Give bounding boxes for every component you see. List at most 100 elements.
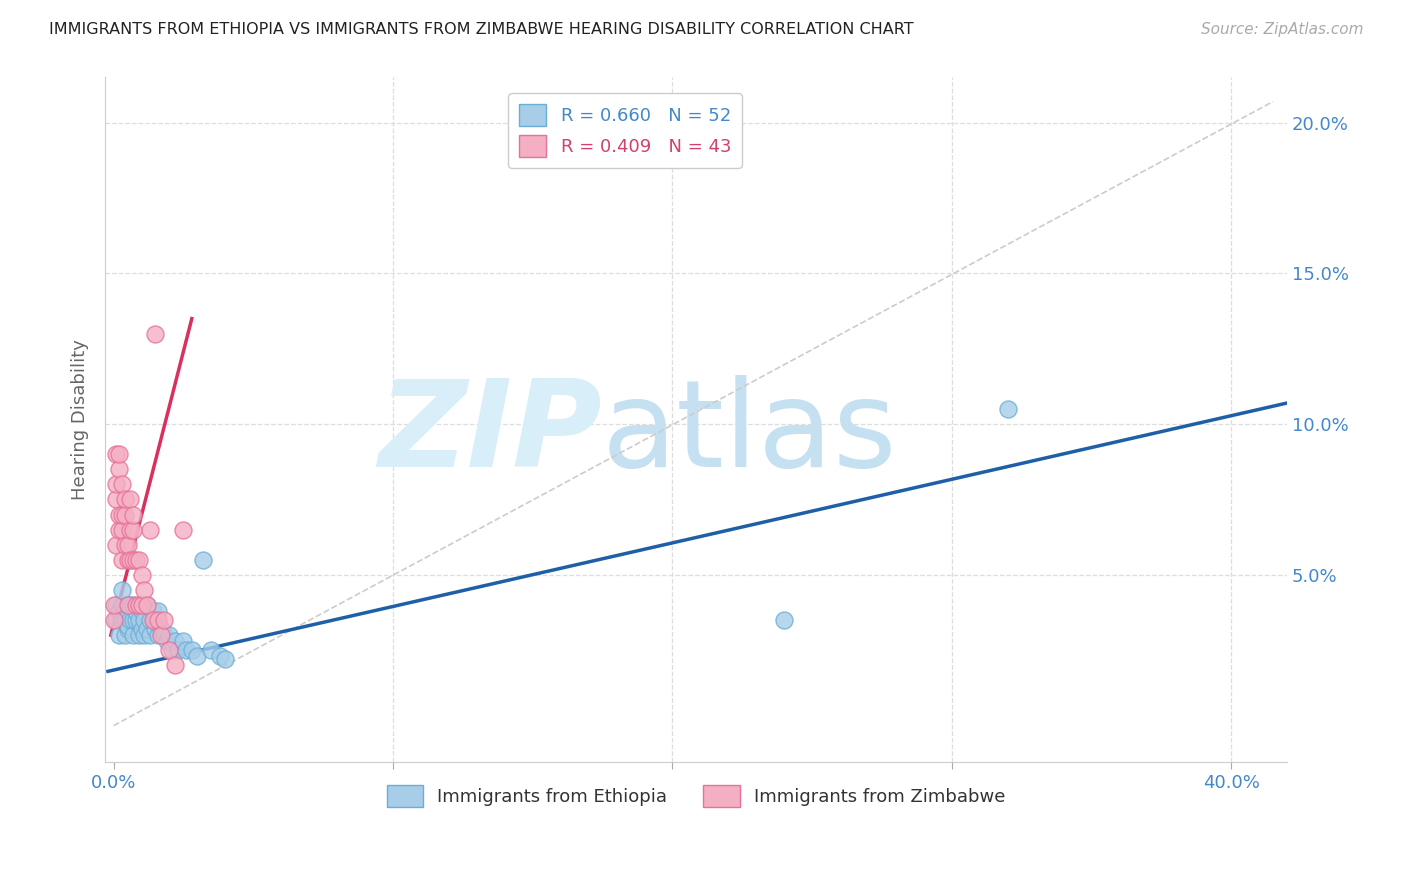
Point	[145, 326, 167, 341]
Point	[131, 604, 153, 618]
Point	[186, 649, 208, 664]
Point	[122, 508, 145, 522]
Point	[114, 538, 136, 552]
Point	[174, 643, 197, 657]
Point	[120, 598, 142, 612]
Point	[105, 598, 128, 612]
Point	[128, 553, 150, 567]
Point	[153, 613, 176, 627]
Point	[117, 553, 139, 567]
Point	[111, 523, 134, 537]
Point	[111, 613, 134, 627]
Point	[139, 613, 162, 627]
Point	[136, 598, 159, 612]
Point	[131, 567, 153, 582]
Point	[120, 613, 142, 627]
Point	[108, 447, 131, 461]
Point	[117, 619, 139, 633]
Point	[114, 613, 136, 627]
Point	[159, 628, 181, 642]
Point	[200, 643, 222, 657]
Point	[166, 643, 188, 657]
Point	[117, 598, 139, 612]
Point	[165, 634, 187, 648]
Point	[122, 613, 145, 627]
Point	[111, 477, 134, 491]
Point	[117, 598, 139, 612]
Text: IMMIGRANTS FROM ETHIOPIA VS IMMIGRANTS FROM ZIMBABWE HEARING DISABILITY CORRELAT: IMMIGRANTS FROM ETHIOPIA VS IMMIGRANTS F…	[49, 22, 914, 37]
Point	[134, 628, 156, 642]
Point	[117, 622, 139, 636]
Point	[111, 598, 134, 612]
Point	[103, 598, 125, 612]
Point	[136, 598, 159, 612]
Point	[165, 658, 187, 673]
Point	[128, 628, 150, 642]
Point	[159, 643, 181, 657]
Point	[142, 604, 165, 618]
Point	[105, 492, 128, 507]
Point	[128, 598, 150, 612]
Point	[214, 652, 236, 666]
Point	[111, 553, 134, 567]
Text: ZIP: ZIP	[378, 375, 602, 491]
Point	[139, 523, 162, 537]
Point	[120, 492, 142, 507]
Point	[145, 613, 167, 627]
Point	[134, 582, 156, 597]
Point	[103, 613, 125, 627]
Point	[122, 628, 145, 642]
Point	[156, 634, 179, 648]
Point	[114, 604, 136, 618]
Point	[148, 604, 170, 618]
Legend: Immigrants from Ethiopia, Immigrants from Zimbabwe: Immigrants from Ethiopia, Immigrants fro…	[380, 778, 1012, 814]
Point	[105, 538, 128, 552]
Point	[108, 628, 131, 642]
Point	[111, 582, 134, 597]
Point	[122, 598, 145, 612]
Point	[997, 402, 1019, 417]
Point	[108, 523, 131, 537]
Point	[153, 628, 176, 642]
Point	[136, 622, 159, 636]
Point	[125, 598, 148, 612]
Point	[134, 613, 156, 627]
Point	[105, 447, 128, 461]
Point	[108, 508, 131, 522]
Point	[120, 523, 142, 537]
Point	[120, 553, 142, 567]
Point	[172, 523, 194, 537]
Point	[139, 628, 162, 642]
Y-axis label: Hearing Disability: Hearing Disability	[72, 339, 89, 500]
Point	[128, 613, 150, 627]
Text: atlas: atlas	[602, 375, 897, 491]
Point	[125, 553, 148, 567]
Point	[114, 628, 136, 642]
Point	[111, 508, 134, 522]
Point	[125, 604, 148, 618]
Point	[131, 622, 153, 636]
Point	[208, 649, 231, 664]
Text: Source: ZipAtlas.com: Source: ZipAtlas.com	[1201, 22, 1364, 37]
Point	[114, 492, 136, 507]
Point	[125, 613, 148, 627]
Point	[108, 462, 131, 476]
Point	[114, 508, 136, 522]
Point	[105, 613, 128, 627]
Point	[172, 634, 194, 648]
Point	[162, 643, 184, 657]
Point	[180, 643, 202, 657]
Point	[191, 553, 214, 567]
Point	[150, 622, 173, 636]
Point	[773, 613, 796, 627]
Point	[145, 622, 167, 636]
Point	[131, 598, 153, 612]
Point	[105, 477, 128, 491]
Point	[122, 553, 145, 567]
Point	[148, 613, 170, 627]
Point	[122, 523, 145, 537]
Point	[150, 628, 173, 642]
Point	[148, 628, 170, 642]
Point	[117, 538, 139, 552]
Point	[108, 604, 131, 618]
